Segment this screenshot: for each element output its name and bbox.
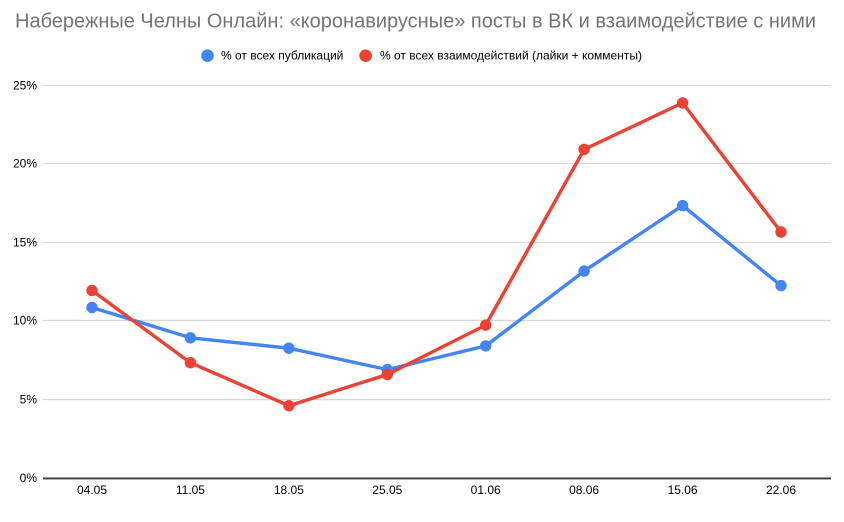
svg-text:15.06: 15.06: [668, 483, 698, 497]
svg-text:04.05: 04.05: [77, 483, 107, 497]
svg-text:10%: 10%: [13, 314, 37, 328]
svg-text:% от всех взаимодействий (лайк: % от всех взаимодействий (лайки + коммен…: [380, 48, 642, 62]
svg-text:08.06: 08.06: [569, 483, 599, 497]
svg-text:11.05: 11.05: [176, 483, 205, 497]
svg-text:Набережные Челны Онлайн: «коро: Набережные Челны Онлайн: «коронавирусные…: [15, 11, 816, 33]
svg-text:% от всех публикаций: % от всех публикаций: [221, 48, 343, 62]
svg-text:18.05: 18.05: [274, 483, 304, 497]
svg-text:25.05: 25.05: [372, 483, 402, 497]
svg-text:0%: 0%: [20, 471, 38, 485]
svg-text:25%: 25%: [13, 79, 37, 93]
svg-text:20%: 20%: [13, 157, 37, 171]
svg-text:5%: 5%: [20, 393, 38, 407]
svg-text:01.06: 01.06: [471, 483, 501, 497]
svg-text:15%: 15%: [13, 236, 37, 250]
svg-text:22.06: 22.06: [766, 483, 796, 497]
